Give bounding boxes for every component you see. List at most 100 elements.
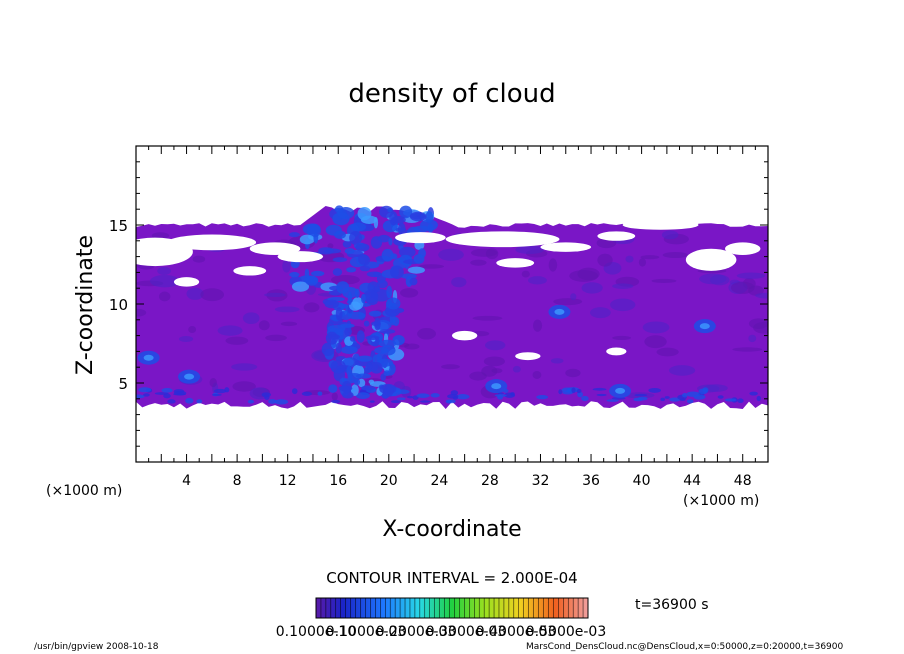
x-axis-label: X-coordinate — [382, 517, 521, 542]
plume-cell — [356, 330, 365, 343]
base-band — [396, 397, 406, 401]
base-band — [268, 399, 277, 404]
plume-cell — [399, 246, 416, 258]
cloud-texture — [232, 381, 256, 392]
base-band — [756, 395, 761, 402]
x-tick-label: 20 — [380, 473, 398, 489]
chart-title: density of cloud — [348, 79, 555, 109]
plume-cell — [370, 236, 383, 249]
base-band — [196, 399, 203, 404]
cloud-texture — [472, 315, 503, 321]
plume-cell — [353, 378, 361, 386]
cloud-texture — [532, 370, 542, 379]
cloud-texture — [186, 287, 204, 300]
plume-cell — [386, 297, 401, 310]
cloud-texture — [651, 278, 677, 283]
x-unit-right: (×1000 m) — [683, 493, 759, 509]
cloud-texture — [280, 321, 298, 327]
plume-cell — [335, 307, 343, 321]
cloud-texture — [217, 325, 243, 336]
plume-cell — [332, 212, 350, 226]
base-band — [717, 395, 724, 399]
clear-gap — [167, 234, 257, 251]
base-band — [693, 394, 706, 400]
cloud-texture — [638, 258, 647, 267]
cloud-texture — [417, 328, 436, 340]
base-band — [633, 397, 644, 402]
base-band — [581, 395, 589, 402]
colorbar — [315, 597, 589, 619]
blue-blob-core — [699, 323, 710, 330]
cloud-texture — [225, 336, 249, 345]
clear-gap — [496, 258, 535, 268]
x-tick-label: 40 — [633, 473, 651, 489]
base-band — [558, 389, 563, 395]
plume-cell — [336, 281, 350, 294]
clear-gap — [233, 266, 267, 276]
cloud-texture — [625, 255, 634, 263]
clear-gap — [249, 242, 301, 256]
plume-cell — [386, 285, 393, 299]
blue-blob-core — [615, 387, 626, 394]
base-band — [173, 390, 187, 396]
plume-cell — [379, 329, 396, 334]
cloud-texture — [610, 298, 636, 312]
clear-gap — [597, 231, 636, 241]
cloud-texture — [481, 365, 498, 377]
x-tick-label: 48 — [734, 473, 752, 489]
base-band — [724, 398, 737, 402]
plume-cell — [357, 206, 372, 221]
base-band — [571, 387, 576, 394]
colorbar-label: 0.4000e-03 — [476, 624, 556, 640]
x-tick-label: 8 — [233, 473, 242, 489]
plume-cell — [391, 215, 406, 224]
plume-cell — [376, 279, 388, 289]
plume-cell — [289, 271, 300, 278]
contour-field — [136, 205, 768, 409]
base-band — [664, 396, 670, 399]
cloud-texture — [331, 392, 338, 401]
cloud-texture — [532, 319, 543, 332]
cloud-texture — [736, 272, 766, 279]
plume-cell — [291, 281, 310, 292]
cloud-texture — [597, 253, 613, 267]
colorbar-labels: 0.1000e-100.1000e-030.2000e-030.3000e-03… — [276, 624, 606, 640]
plume-cell — [361, 385, 376, 391]
x-axis-ticks: 4 8 12 16 20 24 28 32 36 40 44 48 — [148, 146, 756, 489]
plume-cell — [366, 271, 382, 278]
blue-blob-core — [184, 373, 195, 380]
base-band — [317, 391, 323, 396]
base-band — [679, 398, 686, 401]
cloud-texture — [484, 340, 506, 351]
cloud-texture — [418, 264, 445, 269]
plume-cell — [328, 384, 338, 393]
base-band — [682, 393, 688, 398]
cloud-texture — [400, 288, 419, 298]
plume-cell — [380, 345, 396, 356]
plume-cell — [318, 247, 335, 255]
cloud-texture — [642, 321, 670, 334]
cloud-texture — [662, 251, 689, 259]
y-tick-label: 5 — [118, 375, 128, 393]
cloud-texture — [274, 306, 300, 313]
cloud-texture — [200, 288, 225, 302]
plume-cell — [346, 267, 357, 273]
base-band — [497, 392, 504, 395]
base-band — [390, 400, 401, 404]
plume-cell — [365, 335, 380, 341]
plume-cell — [358, 254, 369, 265]
cloud-texture — [612, 283, 634, 289]
cloud-texture — [483, 356, 505, 367]
cloud-texture — [470, 259, 487, 266]
cloud-texture — [661, 230, 679, 240]
plume-cell — [366, 361, 373, 370]
plume-cell — [324, 299, 340, 309]
colorbar-label: 0.1000e-10 — [276, 624, 356, 640]
plume-cell — [413, 254, 425, 264]
cloud-texture — [264, 292, 286, 298]
base-band — [576, 388, 582, 394]
cloud-texture — [755, 292, 768, 299]
plume-cell — [344, 248, 355, 254]
base-band — [497, 394, 504, 400]
plume-cell — [409, 211, 427, 222]
